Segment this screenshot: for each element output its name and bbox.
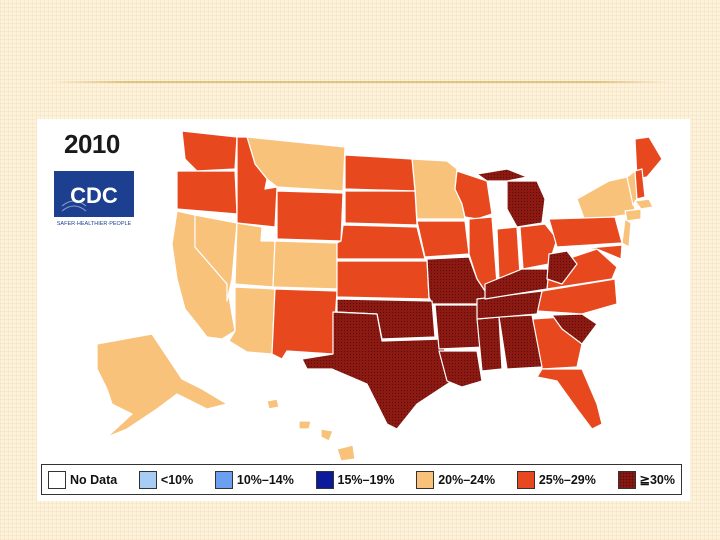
- state-hawaii-3: [320, 428, 334, 442]
- legend-label: No Data: [70, 472, 118, 487]
- state-nebraska: [336, 224, 426, 260]
- state-arizona: [228, 286, 276, 355]
- state-south-dakota: [344, 190, 418, 226]
- slide-title-rule: [48, 81, 672, 83]
- state-louisiana: [438, 350, 483, 388]
- legend-item-20-24: 20%–24%: [416, 470, 496, 489]
- state-idaho: [236, 136, 278, 228]
- state-colorado: [272, 240, 338, 290]
- map-panel: 2010 CDC SAFER·HEALTHIER·PEOPLE No Data …: [37, 119, 690, 501]
- state-oregon: [176, 170, 238, 215]
- legend-label: <10%: [160, 472, 194, 487]
- legend-swatch: [416, 470, 435, 489]
- legend-swatch: [48, 470, 66, 489]
- legend-label: 25%–29%: [538, 472, 596, 487]
- state-pennsylvania: [548, 216, 623, 248]
- legend-swatch: [617, 470, 636, 489]
- cdc-logo: CDC SAFER·HEALTHIER·PEOPLE: [54, 171, 134, 227]
- legend-label: 15%–19%: [337, 472, 395, 487]
- state-hawaii-4: [336, 444, 356, 462]
- legend-swatch: [138, 470, 157, 489]
- us-map: [96, 130, 663, 462]
- legend-item-10-14: 10%–14%: [214, 470, 294, 489]
- state-utah: [234, 222, 276, 288]
- legend-label: ≧30%: [639, 473, 676, 487]
- state-new-hampshire: [634, 168, 646, 200]
- legend-swatch: [516, 470, 535, 489]
- state-hawaii-1: [266, 398, 280, 410]
- state-washington: [181, 130, 238, 172]
- state-alaska: [96, 333, 228, 438]
- state-florida: [536, 368, 603, 430]
- state-north-dakota: [344, 154, 416, 192]
- state-iowa: [416, 220, 470, 258]
- state-south-carolina: [551, 313, 598, 345]
- cdc-logo-text: CDC: [70, 183, 118, 208]
- state-michigan-upper: [476, 168, 528, 182]
- state-wyoming: [276, 190, 344, 242]
- state-texas: [301, 311, 453, 430]
- legend-item-15-19: 15%–19%: [315, 470, 395, 489]
- legend-swatch: [315, 470, 334, 489]
- state-west-virginia: [546, 250, 578, 285]
- state-michigan: [506, 180, 546, 228]
- legend-item-no-data: No Data: [48, 470, 118, 489]
- state-kansas: [336, 260, 430, 300]
- state-new-jersey: [621, 218, 632, 248]
- state-hawaii-2: [298, 420, 312, 430]
- legend-item-30-plus: ≧30%: [617, 470, 676, 489]
- state-connecticut: [624, 208, 642, 222]
- state-new-mexico: [271, 288, 338, 360]
- state-mississippi: [476, 316, 503, 372]
- state-maryland: [576, 244, 623, 260]
- legend-swatch: [214, 470, 233, 489]
- cdc-logo-tagline: SAFER·HEALTHIER·PEOPLE: [57, 221, 132, 227]
- map-year-label: 2010: [64, 129, 120, 159]
- state-massachusetts: [634, 198, 654, 210]
- state-ohio: [519, 223, 558, 270]
- state-wisconsin: [454, 170, 493, 220]
- map-legend: No Data <10% 10%–14% 15%–19% 20%–24% 25%…: [41, 464, 682, 495]
- legend-label: 10%–14%: [236, 472, 294, 487]
- legend-label: 20%–24%: [438, 472, 496, 487]
- legend-item-25-29: 25%–29%: [516, 470, 596, 489]
- legend-item-under-10: <10%: [138, 470, 194, 489]
